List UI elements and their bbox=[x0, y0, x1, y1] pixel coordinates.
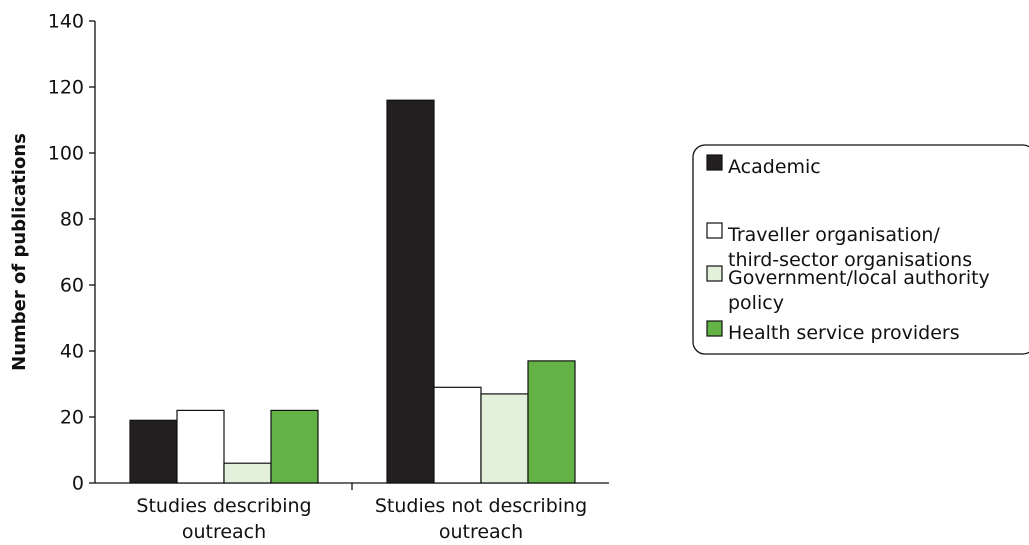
bar-0-2 bbox=[223, 462, 272, 484]
bar-0-0 bbox=[129, 419, 178, 484]
y-tick-label: 140 bbox=[48, 11, 84, 33]
y-tick-label: 80 bbox=[60, 209, 84, 231]
y-tick-label: 40 bbox=[60, 341, 84, 363]
x-tick-label: Studies not describing bbox=[375, 495, 587, 517]
tick-labels: 0 20 40 60 80 100 120 140 Number of publications… bbox=[9, 11, 587, 544]
legend-swatch bbox=[706, 222, 723, 239]
legend-swatch bbox=[706, 265, 723, 282]
legend-label: Health service providers bbox=[728, 322, 960, 344]
legend-label: third-sector organisations bbox=[728, 249, 972, 271]
y-tick-label: 0 bbox=[72, 473, 84, 495]
bar-0-3 bbox=[270, 409, 319, 484]
legend-label: Traveller organisation/ bbox=[727, 224, 940, 246]
x-tick-label: Studies describing bbox=[136, 495, 311, 517]
legend-swatch bbox=[706, 320, 723, 337]
y-tick-label: 120 bbox=[48, 77, 84, 99]
legend: Academic Traveller organisation/third-sec… bbox=[692, 144, 1029, 355]
y-axis-label: Number of publications bbox=[9, 133, 30, 371]
x-tick-label: outreach bbox=[182, 521, 266, 543]
bar-1-0 bbox=[386, 99, 435, 484]
bars bbox=[129, 99, 576, 484]
y-tick-label: 100 bbox=[48, 143, 84, 165]
legend-label: Academic bbox=[728, 156, 821, 178]
legend-box bbox=[692, 144, 1029, 355]
bar-1-3 bbox=[527, 360, 576, 484]
bar-0-1 bbox=[176, 409, 225, 484]
legend-swatch bbox=[706, 154, 723, 171]
y-tick-label: 60 bbox=[60, 275, 84, 297]
bar-1-1 bbox=[433, 386, 482, 484]
y-tick-label: 20 bbox=[60, 407, 84, 429]
legend-label: Government/local authority bbox=[728, 267, 990, 289]
bar-1-2 bbox=[480, 393, 529, 484]
legend-label: policy bbox=[728, 292, 784, 314]
x-tick-label: outreach bbox=[439, 521, 523, 543]
